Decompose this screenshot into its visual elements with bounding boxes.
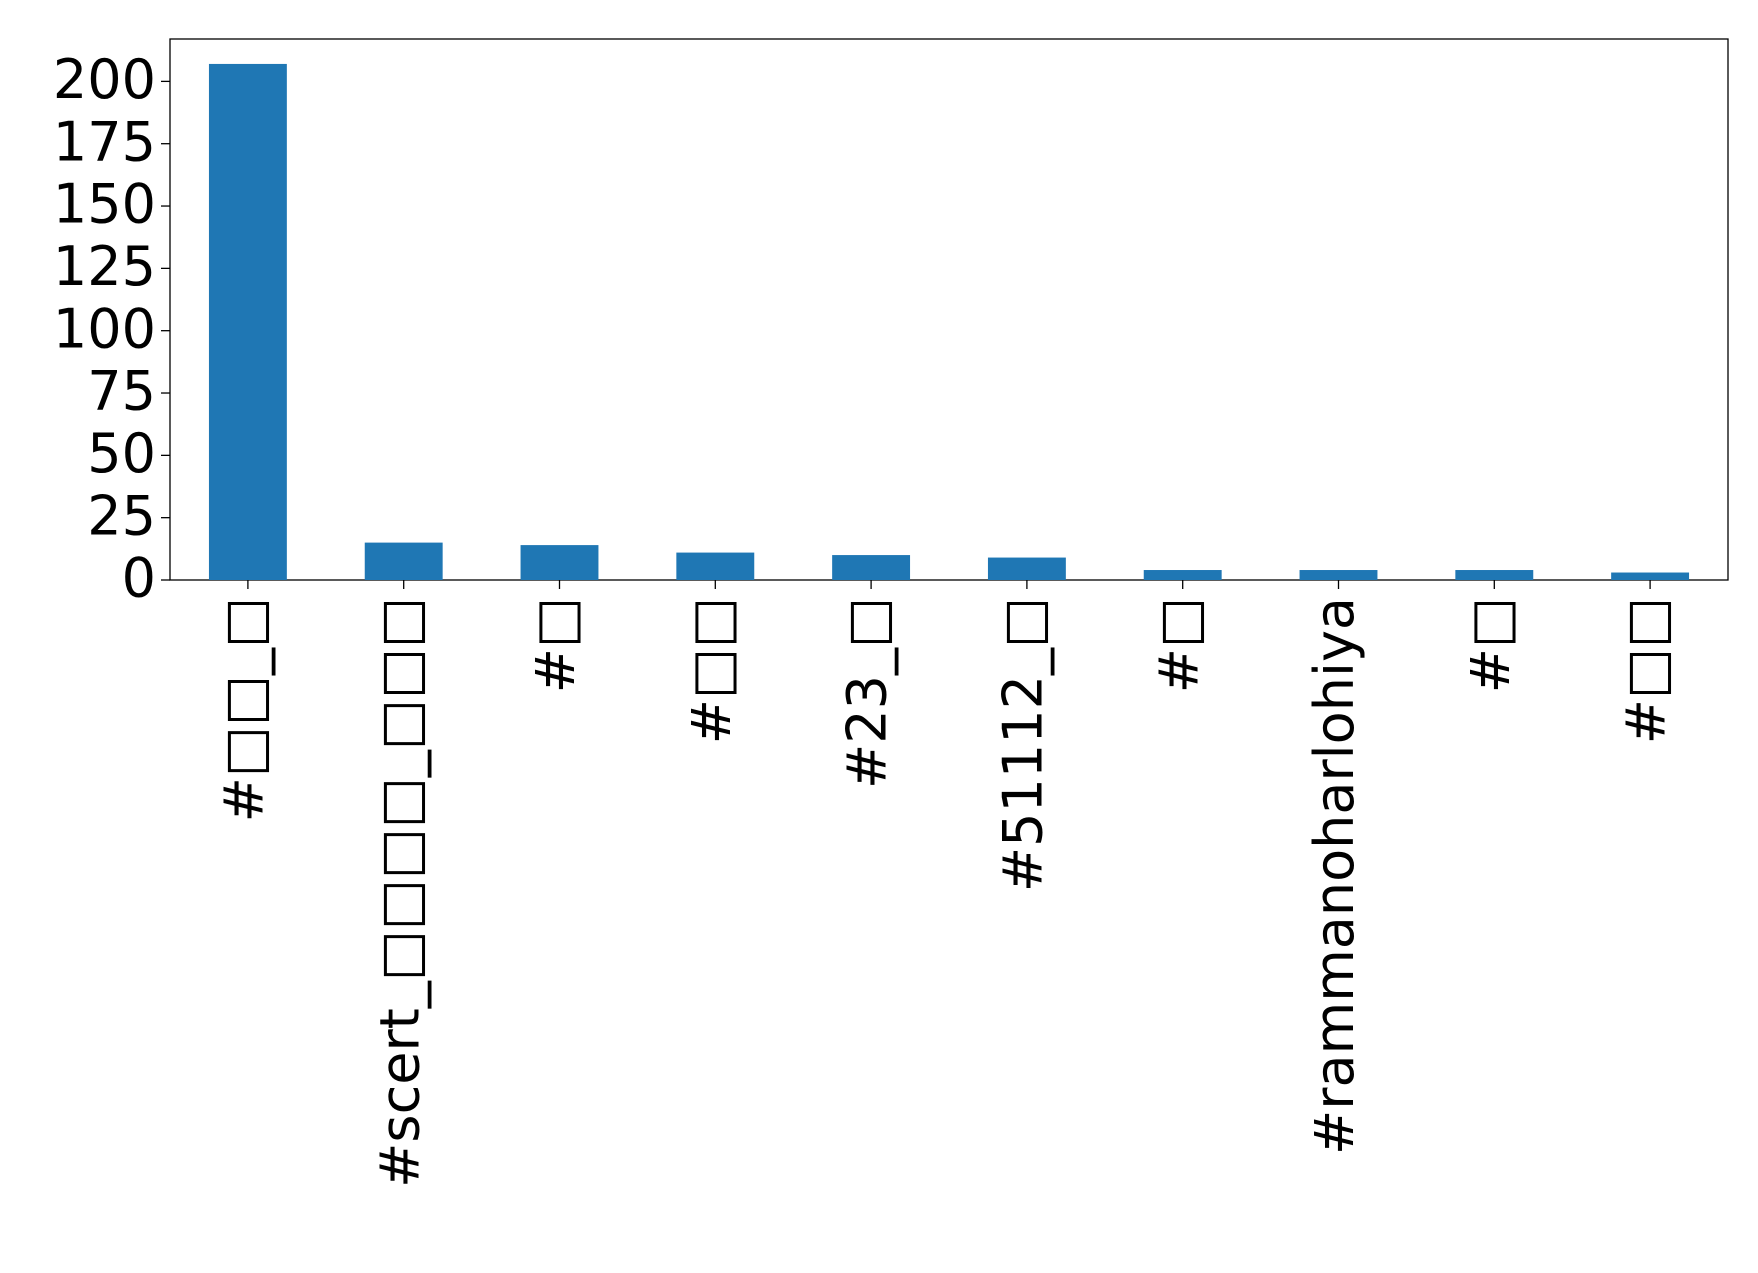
plot-frame: [169, 38, 1729, 581]
bar: [987, 557, 1066, 580]
bar: [676, 552, 755, 580]
bar: [1143, 570, 1222, 580]
y-tick-label: 50: [87, 422, 156, 485]
x-tick-label: #□: [1147, 597, 1210, 693]
x-tick-label: #□: [524, 597, 587, 693]
x-tick-label: #□: [1459, 597, 1522, 693]
x-tick-label: #rammanoharlohiya: [1303, 597, 1366, 1155]
bar: [832, 555, 911, 580]
bar: [520, 545, 599, 580]
y-tick-label: 150: [53, 173, 156, 236]
bar: [208, 63, 287, 581]
y-tick-label: 100: [53, 297, 156, 360]
bar: [1611, 572, 1690, 580]
x-tick-label: #□□: [680, 597, 743, 744]
y-tick-label: 125: [53, 235, 156, 298]
y-tick-label: 175: [53, 110, 156, 173]
x-tick-label: #□□_□: [213, 597, 276, 822]
x-tick-label: #□□: [1615, 597, 1678, 744]
y-tick-label: 75: [87, 360, 156, 423]
bar: [1299, 570, 1378, 580]
bar: [1455, 570, 1534, 580]
y-tick-label: 200: [53, 48, 156, 111]
x-tick-label: #23_□: [836, 597, 899, 789]
y-tick-label: 25: [87, 484, 156, 547]
x-tick-label: #scert_□□□□_□□□: [368, 597, 431, 1188]
y-tick-label: 0: [122, 547, 156, 610]
x-tick-label: #51112_□: [992, 597, 1055, 892]
bar: [364, 542, 443, 580]
